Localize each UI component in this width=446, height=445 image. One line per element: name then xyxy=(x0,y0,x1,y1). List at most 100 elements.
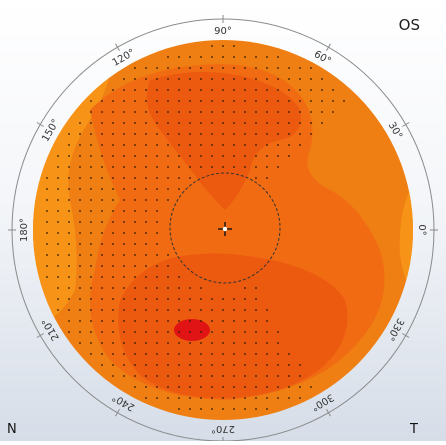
test-point xyxy=(310,100,312,102)
test-point xyxy=(101,265,103,267)
test-point xyxy=(79,298,81,300)
test-point xyxy=(277,331,279,333)
test-point xyxy=(200,331,202,333)
test-point xyxy=(277,353,279,355)
angle-label: 270° xyxy=(211,423,235,434)
test-point xyxy=(200,320,202,322)
test-point xyxy=(266,353,268,355)
test-point xyxy=(200,166,202,168)
test-point xyxy=(233,111,235,113)
test-point xyxy=(233,45,235,47)
test-point-grid xyxy=(46,45,345,410)
test-point xyxy=(112,342,114,344)
test-point xyxy=(277,397,279,399)
test-point xyxy=(332,89,334,91)
test-point xyxy=(68,199,70,201)
test-point xyxy=(255,309,257,311)
test-point xyxy=(101,309,103,311)
test-point xyxy=(167,298,169,300)
test-point xyxy=(299,100,301,102)
test-point xyxy=(57,199,59,201)
test-point xyxy=(90,144,92,146)
test-point xyxy=(255,397,257,399)
test-point xyxy=(167,254,169,256)
test-point xyxy=(68,188,70,190)
test-point xyxy=(101,166,103,168)
test-point xyxy=(222,397,224,399)
field-light-right xyxy=(399,170,413,300)
test-point xyxy=(178,353,180,355)
test-point xyxy=(90,177,92,179)
test-point xyxy=(101,177,103,179)
test-point xyxy=(244,144,246,146)
test-point xyxy=(189,56,191,58)
test-point xyxy=(123,375,125,377)
test-point xyxy=(211,144,213,146)
test-point xyxy=(123,210,125,212)
test-point xyxy=(112,89,114,91)
test-point xyxy=(145,320,147,322)
test-point xyxy=(189,375,191,377)
test-point xyxy=(145,243,147,245)
test-point xyxy=(244,155,246,157)
test-point xyxy=(90,276,92,278)
test-point xyxy=(233,364,235,366)
test-point xyxy=(178,375,180,377)
test-point xyxy=(156,210,158,212)
test-point xyxy=(178,56,180,58)
test-point xyxy=(134,375,136,377)
test-point xyxy=(134,298,136,300)
test-point xyxy=(233,309,235,311)
test-point xyxy=(266,133,268,135)
test-point xyxy=(167,397,169,399)
test-point xyxy=(178,309,180,311)
test-point xyxy=(101,133,103,135)
test-point xyxy=(68,210,70,212)
test-point xyxy=(222,100,224,102)
test-point xyxy=(266,331,268,333)
test-point xyxy=(189,386,191,388)
test-point xyxy=(222,166,224,168)
test-point xyxy=(167,177,169,179)
test-point xyxy=(123,298,125,300)
test-point xyxy=(167,133,169,135)
test-point xyxy=(244,122,246,124)
test-point xyxy=(46,199,48,201)
test-point xyxy=(178,155,180,157)
test-point xyxy=(299,89,301,91)
test-point xyxy=(112,254,114,256)
test-point xyxy=(57,166,59,168)
test-point xyxy=(277,144,279,146)
test-point xyxy=(57,221,59,223)
test-point xyxy=(68,232,70,234)
test-point xyxy=(123,331,125,333)
test-point xyxy=(101,287,103,289)
test-point xyxy=(57,188,59,190)
test-point xyxy=(123,133,125,135)
angle-tick xyxy=(326,43,331,51)
test-point xyxy=(156,265,158,267)
test-point xyxy=(156,254,158,256)
test-point xyxy=(145,133,147,135)
test-point xyxy=(112,210,114,212)
test-point xyxy=(233,397,235,399)
test-point xyxy=(123,111,125,113)
test-point xyxy=(189,144,191,146)
test-point xyxy=(167,265,169,267)
test-point xyxy=(123,100,125,102)
test-point xyxy=(134,254,136,256)
test-point xyxy=(90,320,92,322)
test-point xyxy=(255,375,257,377)
test-point xyxy=(123,177,125,179)
test-point xyxy=(310,111,312,113)
test-point xyxy=(134,133,136,135)
test-point xyxy=(244,386,246,388)
test-point xyxy=(222,408,224,410)
test-point xyxy=(90,298,92,300)
test-point xyxy=(211,364,213,366)
test-point xyxy=(200,364,202,366)
test-point xyxy=(156,386,158,388)
test-point xyxy=(211,56,213,58)
test-point xyxy=(112,276,114,278)
test-point xyxy=(244,111,246,113)
